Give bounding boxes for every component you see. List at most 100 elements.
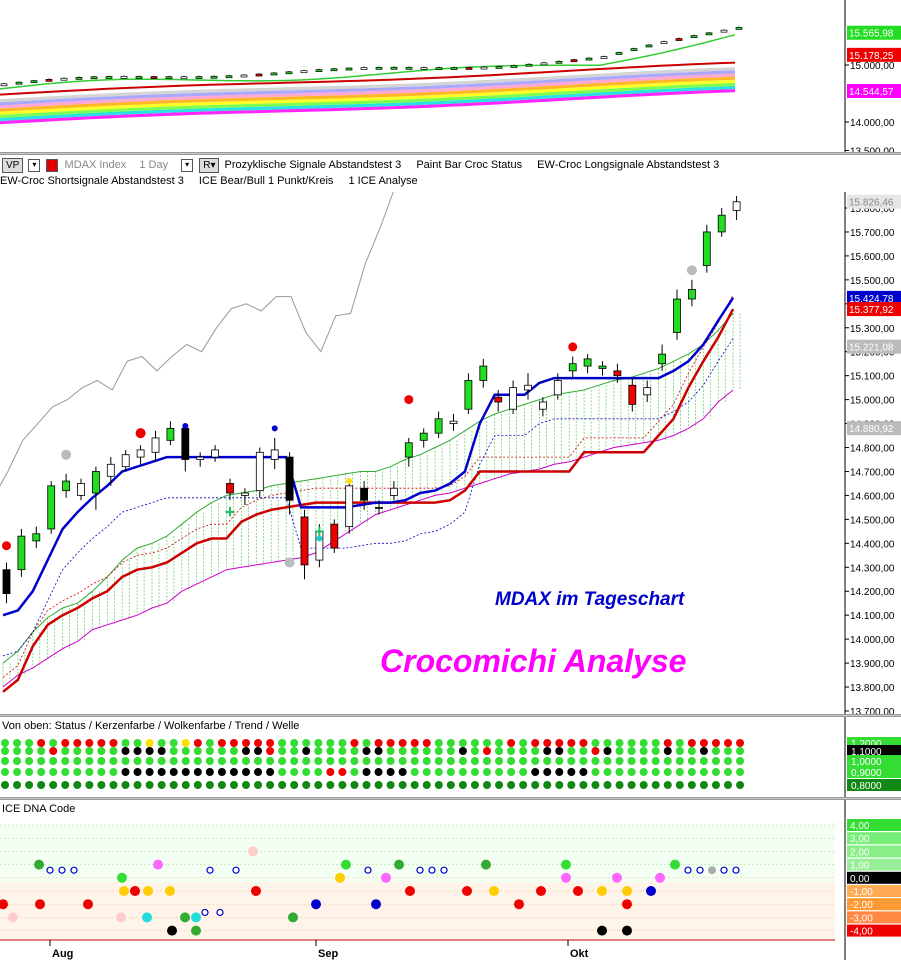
status-dot — [687, 747, 696, 755]
status-dot — [97, 739, 106, 747]
status-dot — [434, 757, 443, 765]
dna-small-dot — [46, 866, 54, 874]
dna-small-dot — [428, 866, 436, 874]
status-dot — [724, 768, 732, 776]
dna-dot — [288, 912, 298, 923]
dna-dot — [622, 899, 632, 910]
status-dot — [278, 781, 287, 789]
status-dot — [507, 781, 516, 789]
status-dot — [121, 739, 130, 747]
overview-chart-panel: 15.000,00 14.000,00 13.500,00 15.565,98 15.1… — [0, 0, 901, 152]
price-label-box — [847, 47, 901, 62]
chevron-down-icon[interactable]: ▾ — [181, 159, 194, 172]
candle-body — [420, 67, 428, 70]
scale-label: 1,1000 — [851, 747, 882, 758]
signal-marker — [316, 535, 323, 542]
candle-body — [30, 80, 38, 84]
status-dot — [555, 768, 564, 776]
dna-dot — [180, 912, 190, 923]
y-tick-label: 13.500,00 — [850, 147, 895, 153]
status-dot — [531, 757, 540, 765]
candle-body — [300, 516, 309, 566]
status-dot — [422, 781, 431, 789]
candle-body — [345, 485, 354, 527]
status-dot — [736, 768, 745, 776]
status-dot — [627, 781, 636, 789]
candle-body — [300, 70, 308, 74]
status-dot — [85, 781, 94, 789]
chevron-down-icon[interactable]: ▾ — [28, 159, 41, 172]
candle-body — [630, 48, 638, 51]
status-dot — [25, 739, 34, 747]
status-dot — [229, 757, 238, 765]
status-dot — [61, 768, 70, 776]
scale-label-box — [847, 885, 901, 897]
status-dot — [49, 768, 58, 776]
status-dot — [85, 757, 94, 765]
price-label-box — [847, 25, 901, 40]
panel-divider[interactable] — [0, 797, 901, 800]
status-dot — [579, 739, 588, 747]
signal-marker — [686, 265, 697, 276]
ribbon-band — [0, 89, 735, 125]
candle-body — [645, 44, 653, 48]
status-dot — [615, 747, 624, 755]
candle-body — [166, 427, 175, 441]
status-dot — [687, 781, 696, 789]
dna-panel: ICE DNA Code 4,00 3,00 2,00 1,00 0,00 -1,00 -2… — [0, 800, 901, 960]
scale-label: -3,00 — [850, 913, 873, 924]
indicator-label[interactable]: EW-Croc Shortsignale Abstandstest 3 — [0, 175, 184, 187]
indicator-label[interactable]: EW-Croc Longsignale Abstandstest 3 — [537, 159, 720, 172]
candle-body — [479, 365, 488, 381]
y-tick-label: 15.000,00 — [850, 61, 895, 72]
status-dot — [242, 781, 250, 789]
dna-dot — [116, 912, 126, 923]
dna-code-chart: 4,00 3,00 2,00 1,00 0,00 -1,00 -2,00 -3,00 -4,00… — [0, 800, 901, 960]
dna-dot — [561, 872, 571, 883]
status-dot — [579, 781, 588, 789]
dna-dot — [597, 886, 607, 896]
status-dot — [85, 739, 94, 747]
status-dot — [121, 781, 130, 789]
y-tick-label: 14.800,00 — [850, 444, 895, 455]
status-dot — [736, 757, 745, 765]
status-dot — [374, 739, 383, 747]
status-dot — [85, 768, 94, 776]
candle-body — [375, 66, 383, 70]
scale-label: 1,0000 — [851, 757, 882, 768]
status-dot — [109, 768, 118, 776]
ribbon-band — [0, 82, 735, 118]
candle-body — [135, 76, 143, 79]
status-dot — [25, 747, 34, 755]
dna-dot — [573, 886, 583, 896]
panel-divider[interactable] — [0, 714, 901, 717]
indicator-label[interactable]: ICE Bear/Bull 1 Punkt/Kreis — [198, 175, 334, 187]
status-dot — [724, 757, 732, 765]
color-swatch-button[interactable] — [46, 159, 59, 172]
status-dot — [217, 781, 226, 789]
status-dot — [699, 757, 708, 765]
ma-dotted-line — [2, 294, 734, 678]
price-label-box — [847, 194, 901, 209]
status-dot — [85, 747, 94, 755]
panel-divider[interactable] — [0, 152, 901, 155]
status-dot — [266, 739, 275, 747]
candle-body — [240, 492, 249, 496]
indicator-label[interactable]: 1 ICE Analyse — [348, 175, 418, 187]
candle-body — [539, 401, 547, 410]
r-button[interactable]: R▾ — [199, 158, 220, 173]
candle-body — [690, 35, 698, 38]
candle-body — [419, 432, 428, 441]
candle-body — [211, 449, 220, 458]
indicator-label[interactable]: Prozyklische Signale Abstandstest 3 — [224, 159, 402, 172]
status-dot — [386, 781, 395, 789]
status-dot — [687, 768, 696, 776]
candle-body — [195, 76, 203, 79]
dna-dot — [394, 859, 404, 870]
indicator-label[interactable]: Paint Bar Croc Status — [416, 159, 523, 172]
status-dot — [109, 781, 118, 789]
status-dot — [651, 747, 660, 755]
vp-button[interactable]: VP — [2, 158, 24, 173]
candle-body — [702, 231, 711, 266]
status-dot — [470, 739, 479, 747]
